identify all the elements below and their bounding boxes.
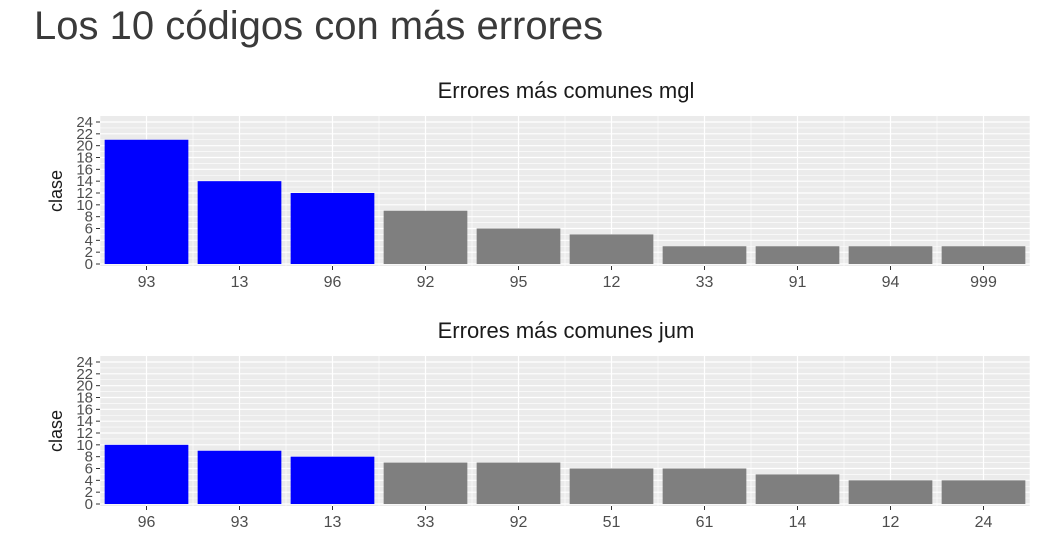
y-tick-label: 0 bbox=[85, 496, 93, 513]
y-tick-label: 16 bbox=[76, 161, 93, 178]
x-tick-label: 92 bbox=[417, 274, 435, 291]
y-axis-label: clase bbox=[46, 410, 66, 452]
x-tick-label: 61 bbox=[696, 514, 714, 531]
y-tick-label: 8 bbox=[85, 209, 93, 226]
y-tick-label: 14 bbox=[76, 413, 93, 430]
x-tick-label: 999 bbox=[970, 274, 997, 291]
chart-mgl-svg: Errores más comunes mgl 0246810121416182… bbox=[46, 78, 1031, 291]
x-tick-label: 33 bbox=[696, 274, 714, 291]
chart-panel-jum: Errores más comunes jum 0 2 4 6 8 10 12 14 16 18 2… bbox=[0, 312, 1048, 544]
y-tick-label: 10 bbox=[76, 437, 93, 454]
bar-13 bbox=[290, 456, 375, 504]
bar-93 bbox=[197, 450, 282, 504]
bar-92 bbox=[383, 210, 468, 264]
bar-13 bbox=[197, 181, 282, 264]
y-tick-label: 10 bbox=[76, 197, 93, 214]
bar-94 bbox=[848, 246, 933, 264]
y-tick-label: 20 bbox=[76, 378, 93, 395]
x-tick-label: 92 bbox=[510, 514, 528, 531]
y-tick-label: 18 bbox=[76, 390, 93, 407]
bar-12 bbox=[848, 480, 933, 504]
x-tick-label: 24 bbox=[975, 514, 993, 531]
bar-33 bbox=[662, 246, 747, 264]
y-tick-label: 6 bbox=[85, 461, 93, 478]
x-tick-label: 12 bbox=[882, 514, 900, 531]
x-tick-label: 96 bbox=[138, 514, 156, 531]
chart-panel-mgl: Errores más comunes mgl 0 2 4 6 8 10 12 14 16 18 2… bbox=[0, 72, 1048, 304]
y-tick-label: 0 bbox=[85, 256, 93, 273]
x-tick-label: 96 bbox=[324, 274, 342, 291]
bar-33 bbox=[383, 462, 468, 504]
bar-92 bbox=[476, 462, 561, 504]
y-tick-label: 4 bbox=[85, 232, 93, 249]
y-tick-label: 18 bbox=[76, 150, 93, 167]
bar-61 bbox=[662, 468, 747, 504]
y-tick-label: 14 bbox=[76, 173, 93, 190]
y-tick-label: 6 bbox=[85, 221, 93, 238]
x-tick-label: 14 bbox=[789, 514, 807, 531]
bar-14 bbox=[755, 474, 840, 504]
bar-95 bbox=[476, 228, 561, 264]
y-tick-label: 2 bbox=[85, 244, 93, 261]
y-tick-label: 12 bbox=[76, 185, 93, 202]
bar-24 bbox=[941, 480, 1026, 504]
x-tick-label: 94 bbox=[882, 274, 900, 291]
y-tick-label: 4 bbox=[85, 472, 93, 489]
y-tick-label: 20 bbox=[76, 138, 93, 155]
bar-93 bbox=[104, 139, 189, 264]
chart-title: Errores más comunes jum bbox=[438, 318, 695, 343]
y-tick-label: 22 bbox=[76, 366, 93, 383]
bar-999 bbox=[941, 246, 1026, 264]
y-tick-label: 16 bbox=[76, 401, 93, 418]
y-tick-label: 24 bbox=[76, 114, 93, 131]
y-axis-label: clase bbox=[46, 170, 66, 212]
bar-12 bbox=[569, 234, 654, 264]
bar-91 bbox=[755, 246, 840, 264]
bar-96 bbox=[104, 444, 189, 504]
x-tick-label: 33 bbox=[417, 514, 435, 531]
y-tick-label: 22 bbox=[76, 126, 93, 143]
x-tick-label: 51 bbox=[603, 514, 621, 531]
x-tick-label: 13 bbox=[324, 514, 342, 531]
page-title: Los 10 códigos con más errores bbox=[34, 4, 604, 48]
y-tick-label: 12 bbox=[76, 425, 93, 442]
y-tick-label: 2 bbox=[85, 484, 93, 501]
y-tick-label: 24 bbox=[76, 354, 93, 371]
bar-51 bbox=[569, 468, 654, 504]
x-tick-label: 12 bbox=[603, 274, 621, 291]
x-tick-label: 91 bbox=[789, 274, 807, 291]
x-tick-label: 93 bbox=[138, 274, 156, 291]
x-tick-label: 93 bbox=[231, 514, 249, 531]
y-tick-label: 8 bbox=[85, 449, 93, 466]
chart-title: Errores más comunes mgl bbox=[438, 78, 695, 103]
bar-96 bbox=[290, 193, 375, 264]
x-tick-label: 95 bbox=[510, 274, 528, 291]
chart-jum-svg: Errores más comunes jum 0246810121416182… bbox=[46, 318, 1031, 531]
x-tick-label: 13 bbox=[231, 274, 249, 291]
